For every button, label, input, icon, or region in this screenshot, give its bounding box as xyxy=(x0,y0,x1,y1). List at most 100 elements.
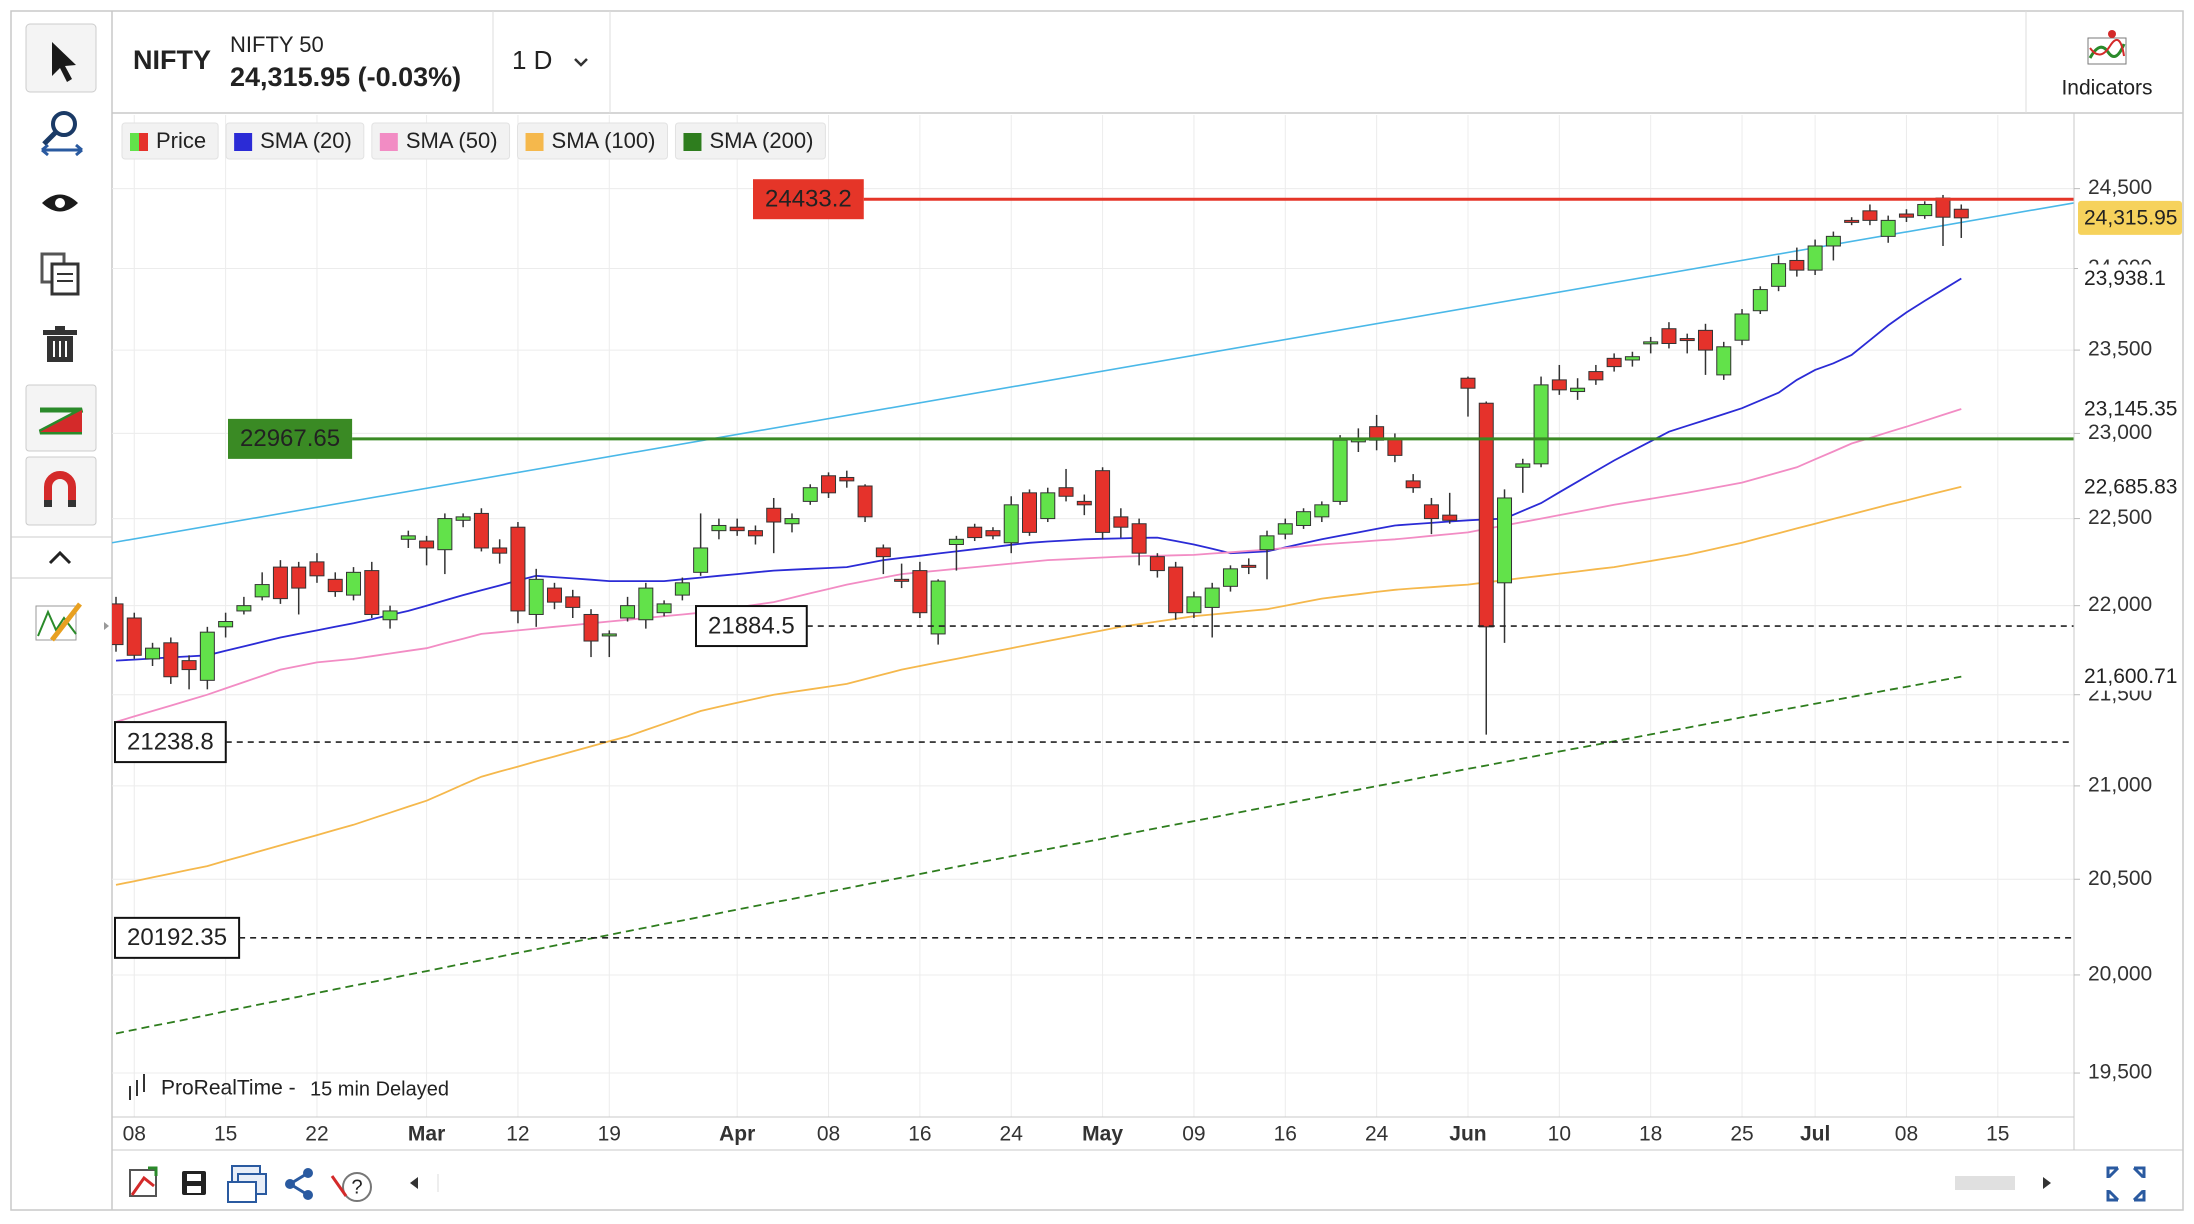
candle-body xyxy=(1186,596,1202,614)
y-tick-label: 21,000 xyxy=(2088,773,2152,796)
candle-body xyxy=(218,621,234,628)
candle-body xyxy=(1898,213,1914,218)
legend-label: Price xyxy=(156,128,206,153)
x-tick-label: 24 xyxy=(1365,1123,1389,1146)
draw-tool[interactable] xyxy=(35,602,109,642)
y-tick-label: 23,500 xyxy=(2088,338,2152,361)
scroll-left[interactable] xyxy=(410,1177,418,1189)
candle-body xyxy=(930,580,946,635)
indicators-label[interactable]: Indicators xyxy=(2061,77,2152,100)
overlay: 24433.2 22967.65 21884.5 21238.8 20192.35 xyxy=(114,179,2074,959)
scroll-right[interactable] xyxy=(2043,1177,2051,1189)
y-tick-label: 22,000 xyxy=(2088,593,2152,616)
candle-body xyxy=(145,647,161,660)
candle-body xyxy=(382,610,398,621)
symbol: NIFTY xyxy=(133,45,211,75)
legend-chip xyxy=(225,122,365,160)
x-tick-label: Jun xyxy=(1449,1123,1486,1146)
legend-item[interactable]: SMA (50) xyxy=(371,122,511,160)
y-tick-label: 24,500 xyxy=(2088,176,2152,199)
level-label: 24433.2 xyxy=(765,186,852,213)
header: NIFTY NIFTY 50 24,315.95 (-0.03%) 1 D In… xyxy=(112,11,2183,114)
x-tick-label: 16 xyxy=(908,1123,931,1146)
y-tick-label: 23,000 xyxy=(2088,421,2152,444)
candle-body xyxy=(1423,504,1439,520)
candle-body xyxy=(747,530,763,537)
sma-label: 23,938.1 xyxy=(2084,267,2166,290)
share-button[interactable] xyxy=(285,1168,313,1200)
candle-body xyxy=(620,605,636,619)
candle-body xyxy=(1533,384,1549,465)
trend-tool[interactable] xyxy=(25,384,97,452)
candle-body xyxy=(1387,437,1403,456)
export-button[interactable] xyxy=(129,1166,158,1197)
layout-button[interactable] xyxy=(227,1165,267,1203)
sma-label: 21,600.71 xyxy=(2084,665,2177,688)
interval-selector[interactable]: 1 D xyxy=(512,45,552,75)
candle-body xyxy=(674,582,690,596)
candle-body xyxy=(1606,357,1622,368)
legend-item[interactable]: SMA (100) xyxy=(517,122,668,160)
zoom-tool[interactable] xyxy=(41,111,83,157)
candle-body xyxy=(199,631,215,681)
instrument-name: NIFTY 50 xyxy=(230,32,324,57)
candle-body xyxy=(126,617,142,656)
candle-body xyxy=(1807,245,1823,271)
candle-body xyxy=(112,603,124,646)
level-label-box xyxy=(753,179,864,220)
indicators-icon[interactable] xyxy=(2087,30,2127,65)
legend-item[interactable]: SMA (20) xyxy=(225,122,365,160)
collapse-button[interactable] xyxy=(48,550,72,565)
help-button[interactable]: ? xyxy=(330,1172,372,1202)
sma-label: 23,145.35 xyxy=(2084,398,2177,421)
candle-body xyxy=(875,547,891,558)
legend-item[interactable]: SMA (200) xyxy=(674,122,826,160)
copy-tool[interactable] xyxy=(40,252,80,296)
candle-body xyxy=(1204,587,1220,608)
x-tick-label: 19 xyxy=(598,1123,621,1146)
candle-body xyxy=(1314,504,1330,518)
quote: 24,315.95 (-0.03%) xyxy=(230,62,461,92)
save-button[interactable] xyxy=(182,1171,206,1195)
candle-body xyxy=(1478,402,1494,628)
candle-body xyxy=(163,642,179,678)
sma-label-box xyxy=(2078,662,2182,691)
sma-label-box xyxy=(2078,472,2182,501)
candle-body xyxy=(729,526,745,532)
candle-body xyxy=(601,633,617,637)
candle-body xyxy=(1515,463,1531,468)
candle-body xyxy=(821,475,837,494)
legend-swatch xyxy=(139,133,148,151)
level-label-box xyxy=(695,605,808,648)
x-tick-label: 22 xyxy=(305,1123,328,1146)
legend-item[interactable]: Price xyxy=(121,122,219,160)
candle-body xyxy=(1040,492,1056,520)
sma-label-box xyxy=(2078,264,2182,293)
candle-body xyxy=(1716,346,1732,376)
plot-area xyxy=(112,115,2074,1117)
magnet-tool[interactable] xyxy=(25,456,97,526)
source: ProRealTime - xyxy=(161,1077,296,1100)
visibility-tool[interactable] xyxy=(42,194,78,212)
left-toolbar xyxy=(11,11,113,1210)
level-label-box xyxy=(114,721,227,764)
price-label: 24,315.95 xyxy=(2084,206,2177,229)
candle-body xyxy=(565,596,581,608)
candle-body xyxy=(1296,511,1312,526)
candle-body xyxy=(1241,564,1257,568)
x-tick-label: 16 xyxy=(1274,1123,1297,1146)
fullscreen-button[interactable] xyxy=(2106,1166,2146,1202)
candle-body xyxy=(1661,328,1677,345)
x-tick-label: 25 xyxy=(1730,1123,1753,1146)
legend-chip xyxy=(371,122,511,160)
candle-body xyxy=(1880,219,1896,237)
y-tick-label: 19,500 xyxy=(2088,1061,2152,1084)
legend-chip xyxy=(674,122,826,160)
scrollbar[interactable] xyxy=(1955,1176,2015,1190)
legend-label: SMA (100) xyxy=(552,128,656,153)
candle-body xyxy=(894,578,910,582)
candle-body xyxy=(1332,439,1348,502)
candle-body xyxy=(1953,208,1969,219)
legend: Price SMA (20) SMA (50) SMA (100) SMA (200) xyxy=(121,122,826,160)
delete-tool[interactable] xyxy=(43,326,77,362)
